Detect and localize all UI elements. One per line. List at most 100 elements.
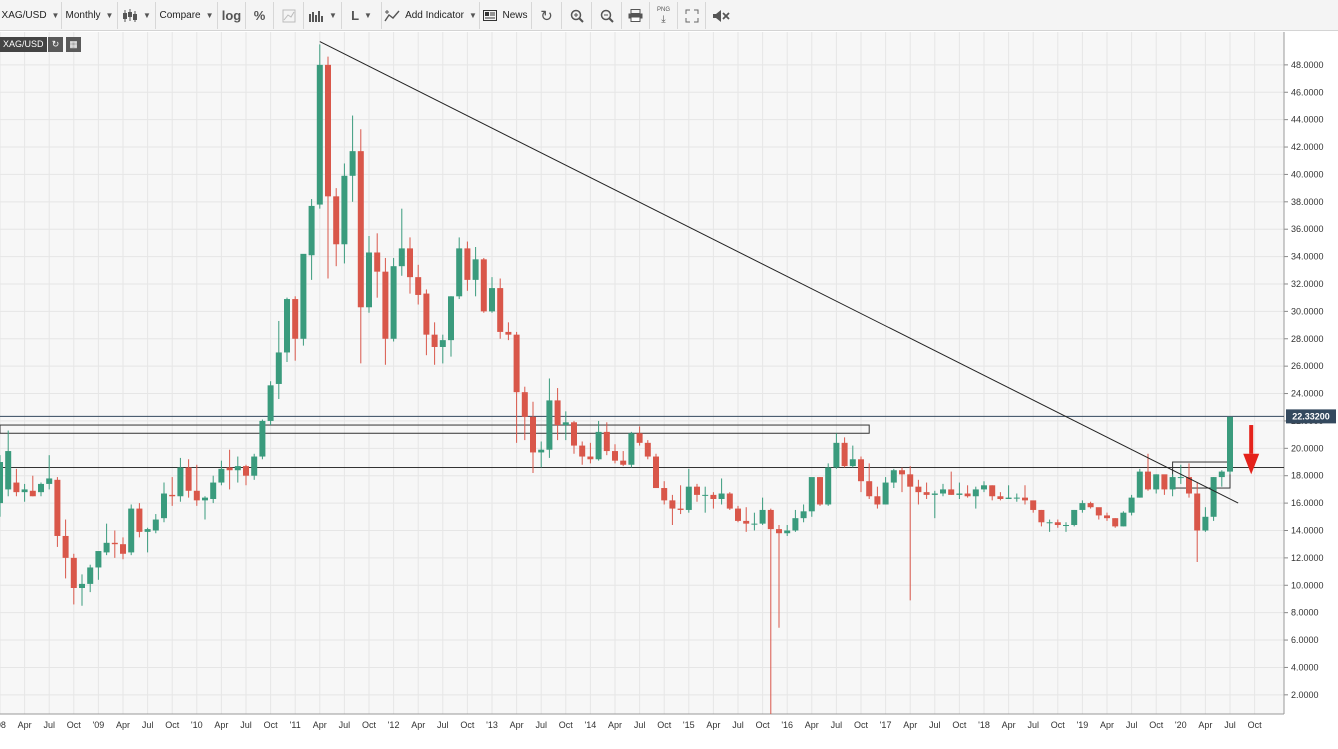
candle-body bbox=[234, 466, 241, 471]
interval-selector[interactable]: Monthly ▼ bbox=[62, 2, 118, 29]
x-tick-label: Apr bbox=[313, 720, 327, 730]
add-indicator-button[interactable]: Add Indicator ▼ bbox=[382, 2, 480, 29]
candle-body bbox=[1218, 471, 1225, 478]
candle-body bbox=[374, 252, 381, 272]
candle-body bbox=[882, 482, 889, 505]
candle bbox=[333, 188, 340, 267]
candle bbox=[1202, 507, 1209, 532]
newspaper-icon bbox=[483, 10, 498, 21]
candle-body bbox=[1038, 509, 1045, 523]
y-tick-label: 20.0000 bbox=[1291, 443, 1324, 453]
trendline bbox=[319, 41, 1239, 504]
x-tick-label: Jul bbox=[1027, 720, 1039, 730]
candle bbox=[636, 426, 643, 446]
candle bbox=[1095, 507, 1102, 520]
symbol-selector[interactable]: XAG/USD ▼ bbox=[0, 2, 62, 29]
candle bbox=[357, 129, 364, 364]
x-tick-label: Oct bbox=[756, 720, 771, 730]
x-tick-label: Jul bbox=[1224, 720, 1236, 730]
candle bbox=[817, 477, 823, 506]
candle-body bbox=[1112, 518, 1119, 527]
candle bbox=[226, 449, 233, 490]
candle-body bbox=[776, 529, 782, 534]
candle-body bbox=[1210, 477, 1217, 517]
candle-body bbox=[390, 266, 397, 339]
chart-calendar-button[interactable]: ▦ bbox=[66, 37, 81, 52]
price-chart[interactable]: 2.0000 4.0000 6.0000 8.0000 10.0000 12.0000 14… bbox=[0, 32, 1338, 744]
chart-area[interactable]: 2.0000 4.0000 6.0000 8.0000 10.0000 12.0000 14… bbox=[0, 32, 1338, 744]
candle-body bbox=[29, 490, 36, 497]
x-tick-label: Apr bbox=[1198, 720, 1212, 730]
candle-body bbox=[899, 470, 905, 475]
candle bbox=[989, 485, 996, 501]
candle-body bbox=[890, 470, 897, 483]
news-button[interactable]: News bbox=[480, 2, 532, 29]
candle bbox=[841, 437, 848, 468]
candle-body bbox=[136, 508, 143, 532]
chart-style-selector[interactable]: ▼ bbox=[118, 2, 156, 29]
candle-body bbox=[70, 557, 77, 589]
candle bbox=[735, 505, 741, 523]
candle-body bbox=[710, 494, 717, 499]
x-tick-label: Apr bbox=[805, 720, 819, 730]
candle bbox=[1112, 518, 1119, 528]
candle-body bbox=[284, 299, 290, 353]
candle bbox=[808, 477, 815, 517]
drawing-tool-button[interactable] bbox=[274, 2, 304, 29]
candle bbox=[46, 455, 53, 490]
fullscreen-button[interactable] bbox=[678, 2, 706, 29]
percent-scale-button[interactable]: % bbox=[246, 2, 274, 29]
y-tick-label: 16.0000 bbox=[1291, 498, 1324, 508]
x-tick-label: Oct bbox=[264, 720, 279, 730]
candle bbox=[234, 456, 241, 483]
candle bbox=[398, 208, 405, 276]
candle bbox=[1120, 511, 1127, 527]
x-tick-label: '09 bbox=[93, 720, 105, 730]
candle bbox=[603, 422, 610, 456]
zoom-out-button[interactable] bbox=[592, 2, 622, 29]
candle-body bbox=[784, 530, 791, 534]
candle bbox=[111, 530, 118, 558]
candle bbox=[439, 334, 446, 364]
candle-body bbox=[759, 509, 766, 524]
compare-button[interactable]: Compare ▼ bbox=[156, 2, 218, 29]
candle bbox=[316, 44, 323, 209]
candle-body bbox=[275, 352, 282, 384]
candlestick-icon bbox=[123, 8, 138, 22]
candle-body bbox=[989, 485, 996, 497]
candle-body bbox=[751, 523, 758, 525]
candle bbox=[702, 486, 709, 513]
export-png-button[interactable]: PNG ⤓ bbox=[650, 2, 678, 29]
candle bbox=[415, 264, 422, 305]
x-tick-label: Apr bbox=[18, 720, 32, 730]
log-scale-button[interactable]: log bbox=[218, 2, 246, 29]
candle bbox=[161, 482, 167, 523]
candle-body bbox=[210, 482, 217, 499]
candle-body bbox=[997, 496, 1004, 499]
chart-draw-icon bbox=[282, 9, 295, 22]
refresh-button[interactable]: ↻ bbox=[532, 2, 562, 29]
print-button[interactable] bbox=[622, 2, 650, 29]
calendar-icon: ▦ bbox=[69, 39, 78, 49]
y-tick-label: 26.0000 bbox=[1291, 361, 1324, 371]
chart-refresh-button[interactable]: ↻ bbox=[48, 37, 63, 52]
candle-body bbox=[956, 493, 963, 495]
zoom-in-button[interactable] bbox=[562, 2, 592, 29]
candle bbox=[620, 451, 627, 467]
candle-body bbox=[21, 489, 28, 493]
candle bbox=[62, 519, 69, 579]
candle bbox=[390, 257, 397, 342]
candle-body bbox=[1128, 497, 1135, 513]
candle-body bbox=[1194, 493, 1201, 531]
volume-selector[interactable]: ▼ bbox=[304, 2, 342, 29]
candle-body bbox=[718, 493, 725, 499]
candle bbox=[1186, 463, 1192, 498]
candle bbox=[1079, 500, 1086, 513]
candle bbox=[341, 163, 348, 264]
line-type-selector[interactable]: L ▼ bbox=[342, 2, 382, 29]
candle bbox=[1054, 519, 1061, 528]
x-tick-label: Jul bbox=[732, 720, 744, 730]
candle bbox=[751, 512, 758, 531]
candle-body bbox=[1177, 477, 1184, 479]
sound-toggle-button[interactable] bbox=[706, 2, 736, 29]
